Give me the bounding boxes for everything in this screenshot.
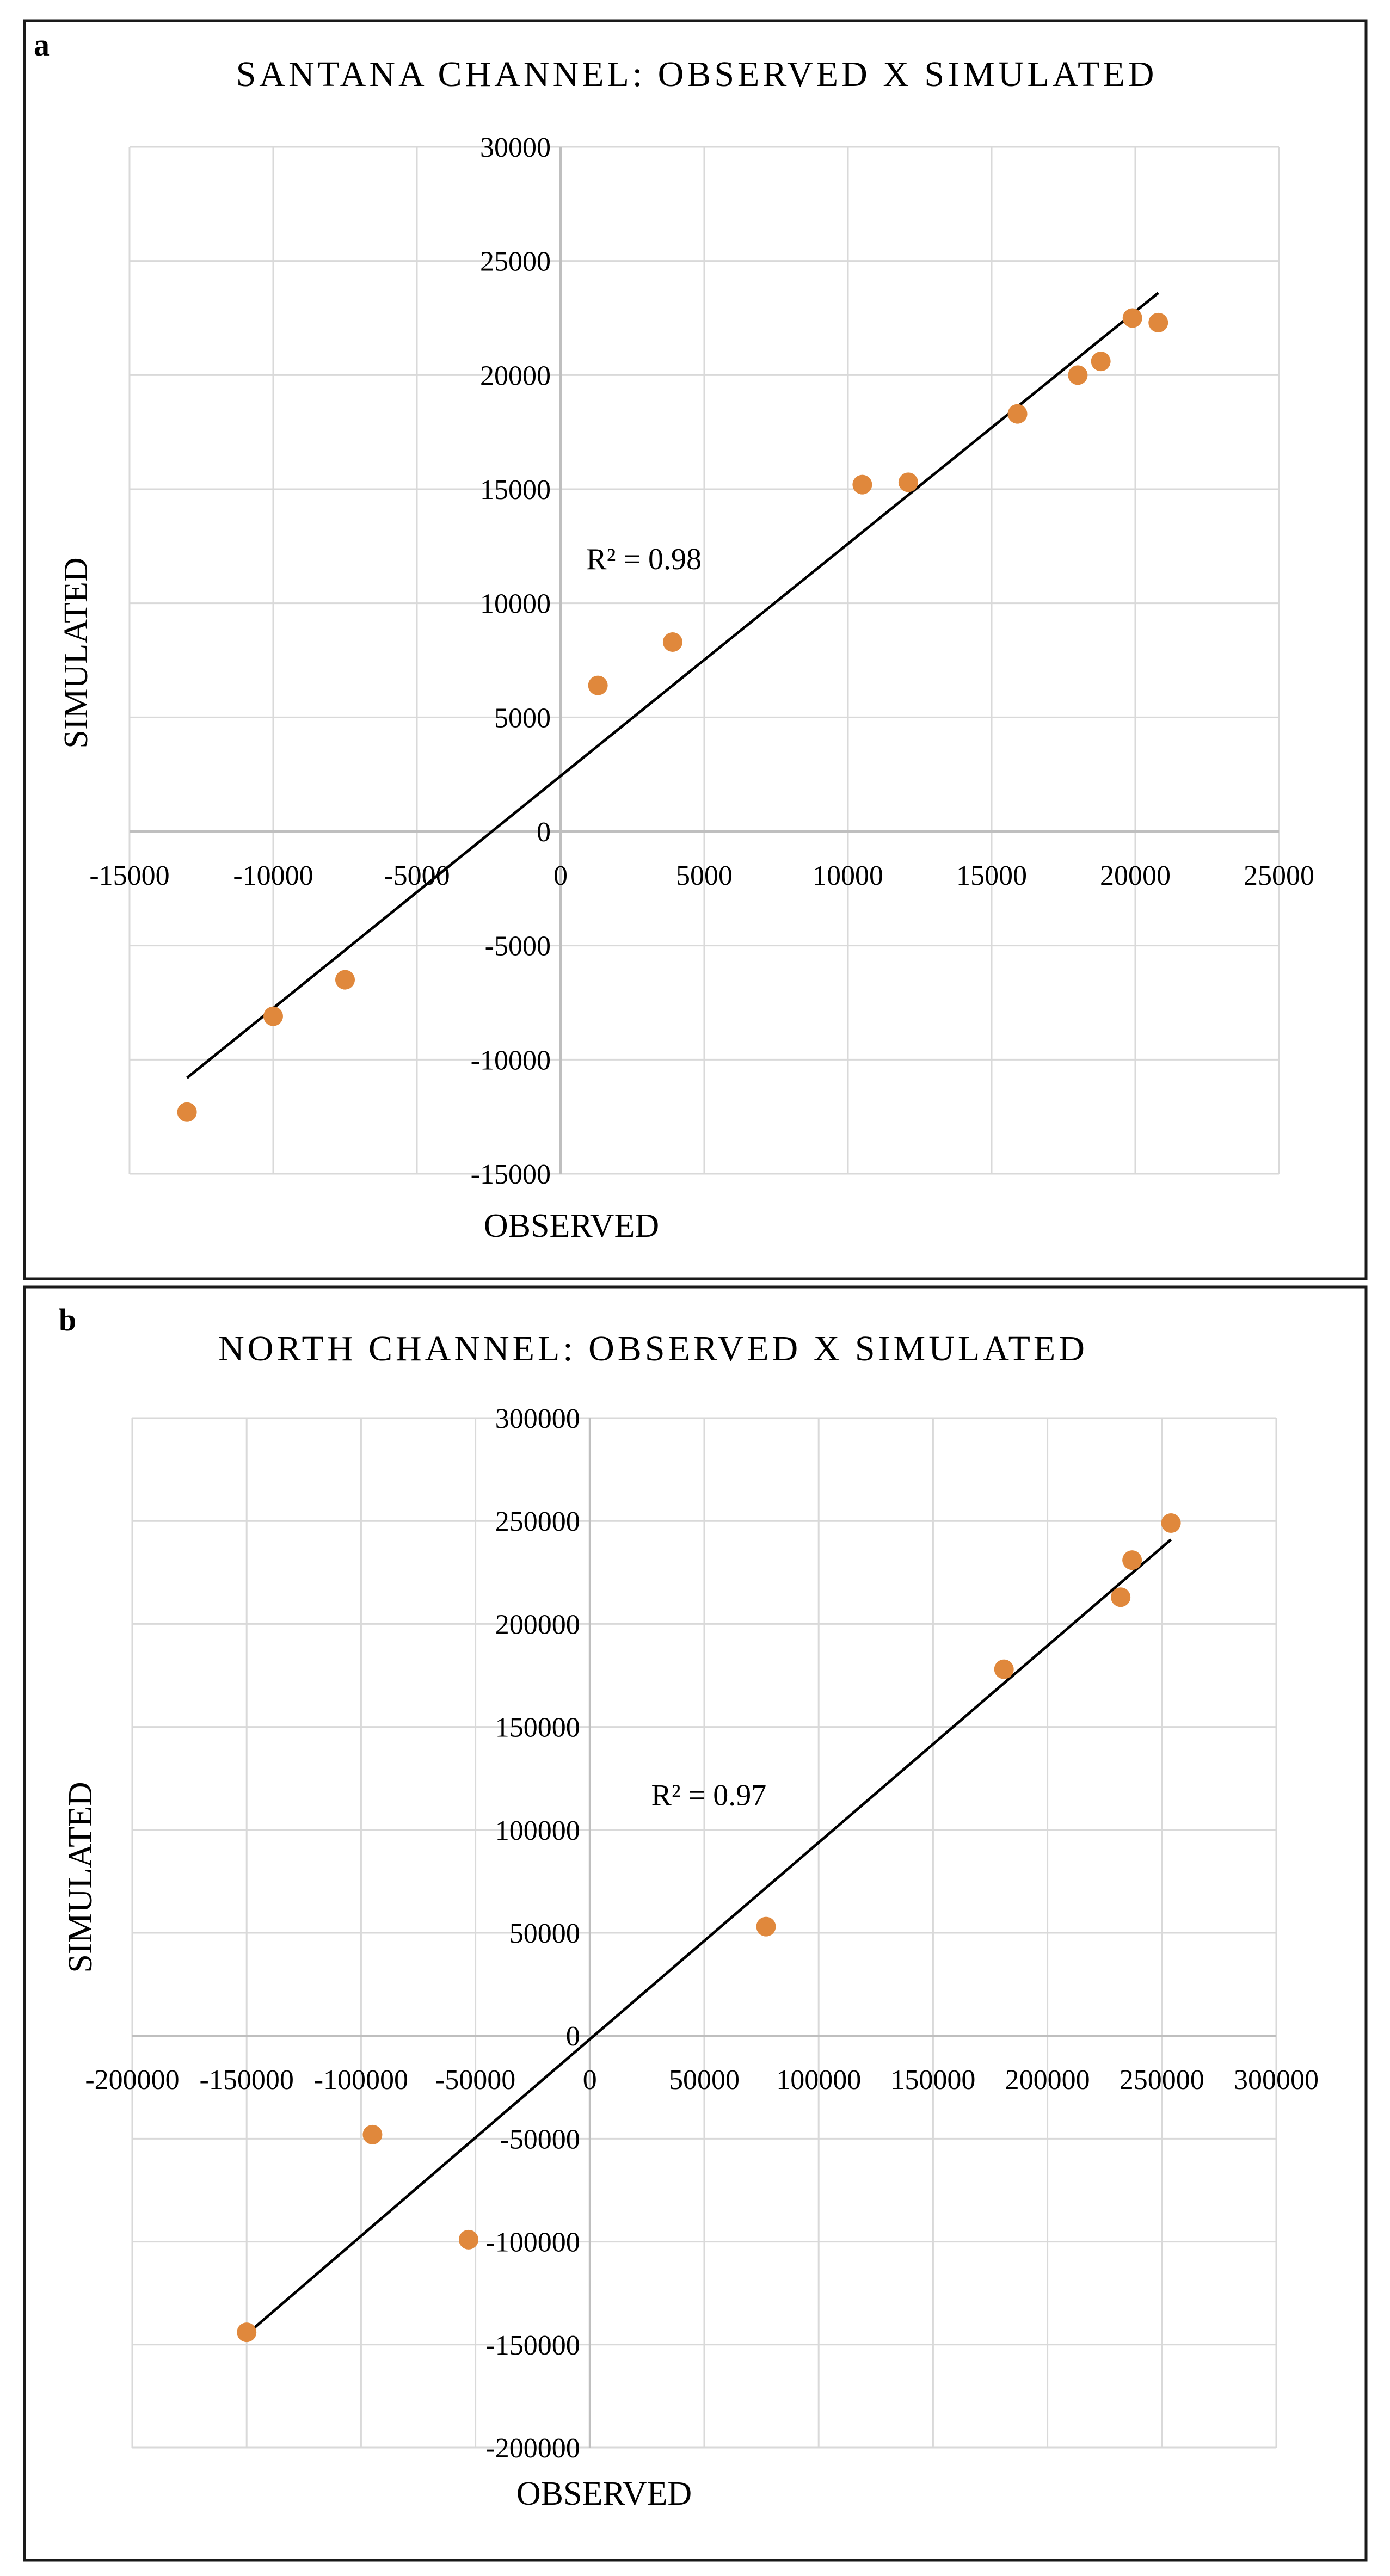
y-tick-label: 300000 xyxy=(495,1403,580,1434)
x-tick-label: -15000 xyxy=(89,860,169,891)
x-axis-title: OBSERVED xyxy=(484,1207,659,1244)
x-tick-label: 300000 xyxy=(1234,2065,1319,2096)
x-tick-label: 20000 xyxy=(1100,860,1171,891)
chart-title: SANTANA CHANNEL: OBSERVED X SIMULATED xyxy=(236,54,1158,94)
y-tick-label: 0 xyxy=(537,817,551,848)
r-squared-annotation: R² = 0.98 xyxy=(586,543,702,576)
trendline xyxy=(186,292,1159,1079)
x-tick-label: -50000 xyxy=(435,2065,515,2096)
y-tick-label: -200000 xyxy=(485,2433,580,2464)
x-axis-title: OBSERVED xyxy=(516,2475,692,2512)
x-tick-label: 250000 xyxy=(1120,2065,1204,2096)
y-axis-title: SIMULATED xyxy=(58,557,95,748)
data-point xyxy=(362,2124,383,2144)
y-tick-label: 10000 xyxy=(480,589,551,620)
data-point xyxy=(756,1916,776,1937)
panel-label: b xyxy=(59,1302,76,1338)
y-tick-label: 5000 xyxy=(494,702,551,734)
y-tick-label: -5000 xyxy=(485,931,551,962)
y-tick-label: 20000 xyxy=(480,360,551,391)
data-point xyxy=(662,632,682,652)
y-tick-label: -50000 xyxy=(500,2124,580,2155)
y-tick-label: -15000 xyxy=(471,1159,551,1190)
y-tick-label: 0 xyxy=(566,2021,580,2052)
x-tick-label: 100000 xyxy=(776,2065,861,2096)
data-point xyxy=(1161,1513,1181,1533)
x-tick-label: 150000 xyxy=(890,2065,975,2096)
y-tick-label: 25000 xyxy=(480,246,551,278)
y-tick-label: 15000 xyxy=(480,474,551,506)
chart-title: NORTH CHANNEL: OBSERVED X SIMULATED xyxy=(218,1329,1088,1369)
data-point xyxy=(1068,365,1088,385)
data-point xyxy=(263,1006,283,1026)
y-tick-label: 150000 xyxy=(495,1712,580,1743)
data-point xyxy=(1122,1550,1142,1570)
data-point xyxy=(898,472,918,492)
y-tick-label: 200000 xyxy=(495,1609,580,1640)
data-point xyxy=(994,1659,1014,1679)
data-point xyxy=(177,1102,197,1122)
y-tick-label: 30000 xyxy=(480,132,551,163)
data-point xyxy=(237,2322,257,2343)
panel-frame xyxy=(23,1285,1368,2562)
x-tick-label: -10000 xyxy=(233,860,313,891)
x-tick-label: 10000 xyxy=(813,860,883,891)
x-tick-label: 0 xyxy=(583,2065,597,2096)
x-tick-label: 25000 xyxy=(1244,860,1314,891)
data-point xyxy=(1148,312,1168,332)
x-tick-label: 5000 xyxy=(676,860,733,891)
x-tick-label: -100000 xyxy=(314,2065,408,2096)
data-point xyxy=(852,474,872,495)
data-point xyxy=(1091,352,1111,372)
x-tick-label: -150000 xyxy=(200,2065,294,2096)
data-point xyxy=(1122,308,1142,328)
y-tick-label: 100000 xyxy=(495,1815,580,1846)
y-tick-label: -10000 xyxy=(471,1045,551,1076)
x-tick-label: 15000 xyxy=(956,860,1027,891)
panel-frame xyxy=(23,19,1368,1280)
santana-channel-chart: -15000 -10000 -5000 0 5000 10000 15000 20000 250… xyxy=(23,19,1368,1280)
y-axis-title: SIMULATED xyxy=(62,1782,99,1973)
x-tick-label: 0 xyxy=(553,860,568,891)
x-tick-label: 50000 xyxy=(669,2065,740,2096)
y-tick-label: 50000 xyxy=(509,1918,580,1949)
x-tick-label: -200000 xyxy=(85,2065,179,2096)
panel-label: a xyxy=(34,27,50,63)
data-point xyxy=(458,2229,478,2250)
data-point xyxy=(1007,404,1028,424)
data-point xyxy=(335,970,355,990)
x-tick-label: 200000 xyxy=(1005,2065,1090,2096)
trendline xyxy=(245,1538,1172,2335)
y-tick-label: 250000 xyxy=(495,1506,580,1537)
r-squared-annotation: R² = 0.97 xyxy=(651,1778,767,1812)
data-point xyxy=(1111,1587,1131,1607)
y-tick-label: -150000 xyxy=(485,2330,580,2361)
y-tick-label: -100000 xyxy=(485,2227,580,2258)
data-point xyxy=(588,675,608,695)
